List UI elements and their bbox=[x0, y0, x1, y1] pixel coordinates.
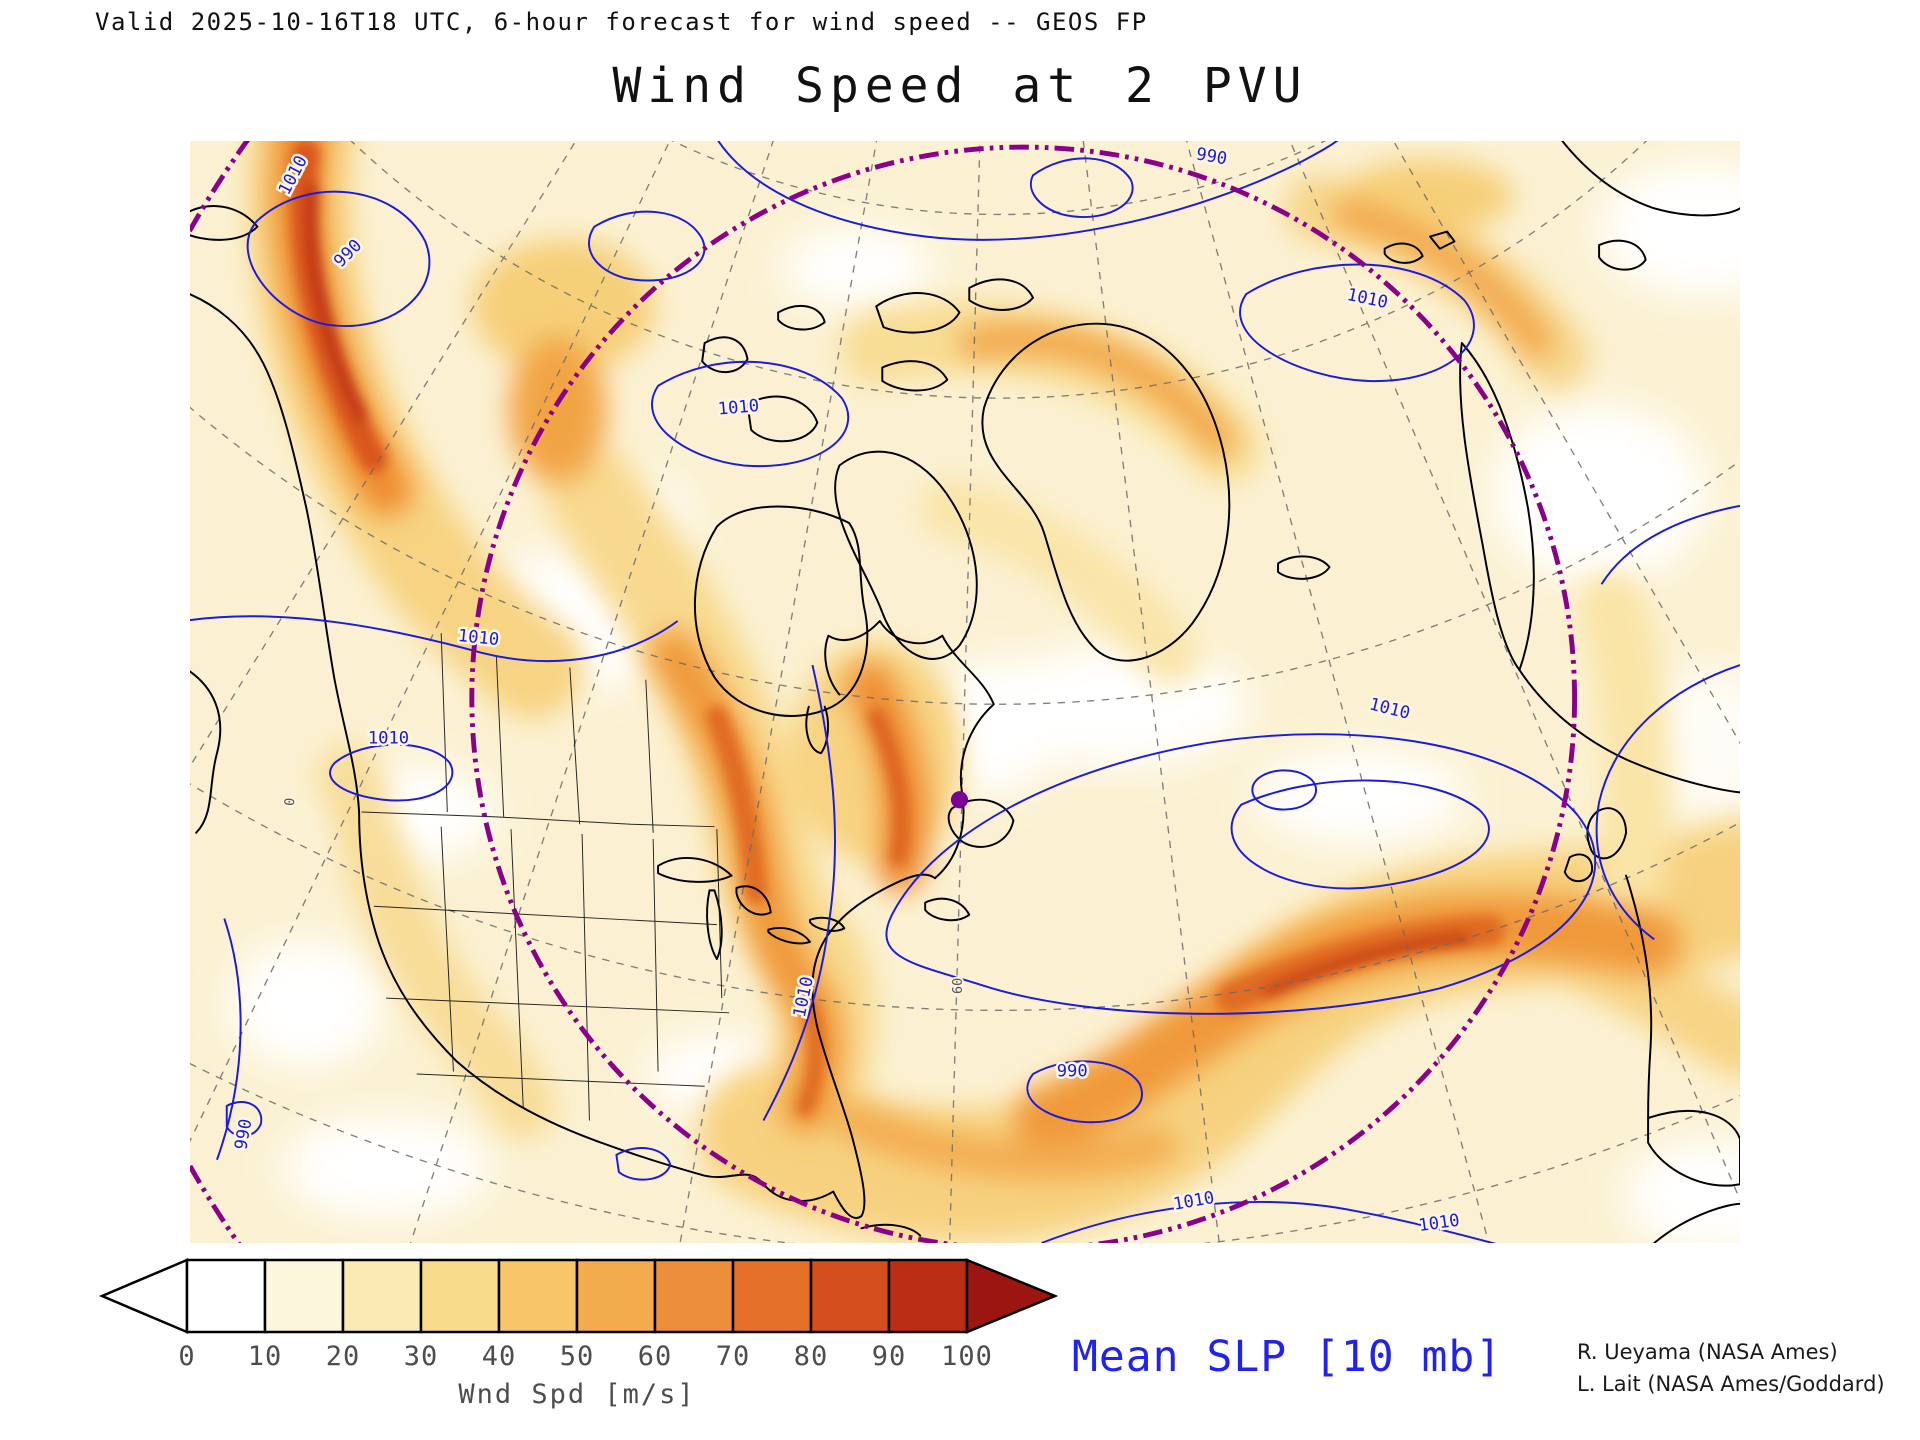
colorbar-cell bbox=[185, 1258, 267, 1334]
colorbar-right-arrow bbox=[965, 1258, 1059, 1334]
colorbar-cell bbox=[653, 1258, 735, 1334]
colorbar-tick: 0 bbox=[178, 1341, 196, 1372]
slp-contour-label: 1010 bbox=[717, 396, 760, 420]
colorbar-ticks: 0 10 20 30 40 50 60 70 80 90 100 bbox=[92, 1341, 1072, 1373]
colorbar-tick: 60 bbox=[637, 1341, 673, 1372]
colorbar-cell bbox=[809, 1258, 891, 1334]
terminator-line bbox=[190, 141, 1577, 1243]
credits: R. Ueyama (NASA Ames) L. Lait (NASA Ames… bbox=[1577, 1337, 1885, 1400]
colorbar-cell bbox=[419, 1258, 501, 1334]
colorbar-tick: 100 bbox=[941, 1341, 993, 1372]
colorbar-cell bbox=[887, 1258, 969, 1334]
credit-line-2: L. Lait (NASA Ames/Goddard) bbox=[1577, 1371, 1885, 1396]
wind-speed-colorbar: 0 10 20 30 40 50 60 70 80 90 100 Wnd Spd [m/s] bbox=[92, 1255, 1072, 1415]
colorbar-gradient bbox=[98, 1258, 1059, 1334]
colorbar-cell bbox=[731, 1258, 813, 1334]
credit-line-1: R. Ueyama (NASA Ames) bbox=[1577, 1340, 1838, 1364]
colorbar-tick: 50 bbox=[559, 1341, 595, 1372]
plot-title: Wind Speed at 2 PVU bbox=[612, 58, 1308, 114]
political-borders bbox=[361, 633, 730, 1121]
colorbar-tick: 10 bbox=[247, 1341, 283, 1372]
graticule-label: 60 bbox=[950, 978, 966, 994]
colorbar-tick: 30 bbox=[403, 1341, 439, 1372]
colorbar-left-arrow bbox=[98, 1258, 189, 1334]
slp-contour-label: 1010 bbox=[457, 626, 500, 650]
slp-legend-label: Mean SLP [10 mb] bbox=[1072, 1332, 1503, 1382]
station-marker bbox=[950, 791, 969, 809]
graticule-label: 0 bbox=[282, 797, 299, 806]
slp-contour-label: 1010 bbox=[368, 728, 409, 748]
valid-timestamp-line: Valid 2025-10-16T18 UTC, 6-hour forecast… bbox=[95, 8, 1148, 36]
colorbar-tick: 80 bbox=[793, 1341, 829, 1372]
slp-contour-label: 990 bbox=[1057, 1061, 1088, 1081]
map-plot: 1010990990101010101010101010101010990990… bbox=[190, 141, 1740, 1243]
colorbar-tick: 90 bbox=[871, 1341, 907, 1372]
colorbar-tick: 40 bbox=[481, 1341, 517, 1372]
colorbar-tick: 20 bbox=[325, 1341, 361, 1372]
colorbar-cell bbox=[341, 1258, 423, 1334]
colorbar-title: Wnd Spd [m/s] bbox=[458, 1379, 696, 1410]
slp-contours bbox=[190, 141, 1740, 1243]
colorbar-cell bbox=[497, 1258, 579, 1334]
map-area: 1010 990 990 1010 1010 1010 1010 1010 1010 990 990… bbox=[190, 141, 1740, 1243]
colorbar-cell bbox=[575, 1258, 657, 1334]
colorbar-cell bbox=[263, 1258, 345, 1334]
colorbar-tick: 70 bbox=[715, 1341, 751, 1372]
